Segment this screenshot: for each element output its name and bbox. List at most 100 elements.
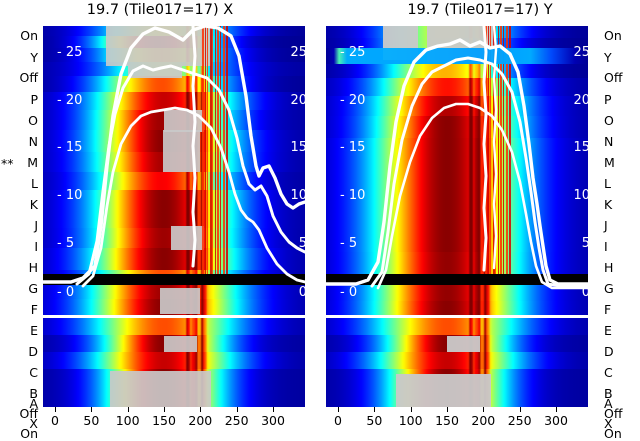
heat-band xyxy=(43,76,305,92)
heat-band xyxy=(43,92,305,110)
x-tick-mark xyxy=(374,407,376,412)
spike-stripe xyxy=(506,26,508,274)
y-category-label-right: M xyxy=(604,155,615,170)
y-tick-label-inner-right: 25 xyxy=(573,45,588,60)
spike-stripe xyxy=(202,26,205,274)
y-category-label-right: E xyxy=(604,323,612,338)
y-category-label-left: L xyxy=(31,176,38,191)
y-tick-label-inner-left: - 25 xyxy=(340,45,366,60)
heat-band xyxy=(326,48,588,64)
y-category-label-left: F xyxy=(30,302,38,317)
x-tick-mark xyxy=(127,407,129,412)
y-category-label-right: O xyxy=(604,113,614,128)
x-tick-label: 300 xyxy=(261,413,285,428)
x-tick-mark xyxy=(556,407,557,412)
y-category-label-left: D xyxy=(28,344,38,359)
y-category-label-right: G xyxy=(604,281,614,296)
black-row-band xyxy=(43,274,305,285)
x-tick-label: 0 xyxy=(334,413,342,428)
y-tick-label-inner-right: 20 xyxy=(573,93,588,108)
heat-band xyxy=(43,172,305,190)
y-category-label-left: H xyxy=(28,260,38,275)
masked-region xyxy=(109,371,212,407)
masked-region xyxy=(396,374,491,407)
black-row-band xyxy=(326,274,588,285)
y-tick-label-inner-right: 5 xyxy=(298,236,305,251)
y-tick-label-inner-right: 20 xyxy=(290,93,305,108)
y-tick-label-inner-left: - 5 xyxy=(340,236,358,251)
y-category-label-right: X xyxy=(604,416,613,431)
spike-stripe xyxy=(225,26,228,274)
overlay-curves xyxy=(326,26,588,290)
y-category-label-left: Off xyxy=(19,70,38,85)
spike-stripe xyxy=(207,26,209,274)
panel-x-title: 19.7 (Tile017=17) X xyxy=(86,2,234,18)
panel-x: 19.7 (Tile017=17) X - 25- 20- 15- 10- 5-… xyxy=(0,0,320,440)
masked-region xyxy=(171,226,204,250)
y-tick-label-inner-right: 10 xyxy=(290,188,305,203)
y-tick-label-inner-right: 0 xyxy=(581,285,588,300)
heat-band xyxy=(43,208,305,228)
y-tick-label-inner-left: - 20 xyxy=(340,93,366,108)
y-category-label-right: A xyxy=(604,396,613,411)
x-tick-label: 150 xyxy=(435,413,459,428)
y-category-label-left: I xyxy=(34,239,38,254)
y-category-label-left: P xyxy=(30,92,38,107)
y-tick-label-inner-left: - 10 xyxy=(57,188,83,203)
y-category-label-right: Y xyxy=(604,50,612,65)
y-category-label-left: X xyxy=(29,416,38,431)
x-tick-label: 200 xyxy=(188,413,213,428)
y-category-label-left: A xyxy=(29,396,38,411)
spike-stripe xyxy=(214,26,216,274)
y-tick-label-inner-right: 0 xyxy=(298,285,305,300)
y-category-label-left: N xyxy=(28,134,38,149)
y-category-label-left: O xyxy=(28,113,38,128)
y-category-label-right: C xyxy=(604,365,613,380)
heatmap-x[interactable]: - 25 - 20 - 15 - 10 - 5 - 0 25 20 15 10 5 0 xyxy=(43,26,305,407)
spike-stripe xyxy=(211,26,214,274)
y-tick-label-inner-right: 15 xyxy=(290,140,305,155)
x-tick-mark xyxy=(91,407,93,412)
x-tick-label: 300 xyxy=(544,413,568,428)
heatmap-y[interactable]: - 25 - 20 - 15 - 10 - 5 - 0 25 20 15 10 5 0 xyxy=(326,26,588,407)
spike-stripe xyxy=(503,26,505,274)
x-tick-label: 50 xyxy=(366,413,383,428)
y-tick-label-inner-right: 25 xyxy=(290,45,305,60)
y-category-label-right: L xyxy=(604,176,611,191)
x-tick-label: 100 xyxy=(398,413,423,428)
x-tick-label: 50 xyxy=(83,413,100,428)
y-tick-label-inner-left: - 10 xyxy=(340,188,366,203)
y-category-label-left: J xyxy=(34,218,38,233)
x-tick-mark xyxy=(447,407,448,412)
heat-band xyxy=(43,270,305,274)
y-tick-label-inner-right: 15 xyxy=(573,140,588,155)
row-separator-line xyxy=(43,315,305,318)
y-category-label-right: I xyxy=(604,239,608,254)
y-category-label-right: N xyxy=(604,134,614,149)
y-category-label-right: Off xyxy=(604,406,623,421)
spike-stripe xyxy=(487,26,489,274)
heat-band xyxy=(326,301,588,315)
overlay-curves xyxy=(43,26,305,288)
panel-y: 19.7 (Tile017=17) Y - 25- 20- 15- 10- 5-… xyxy=(320,0,640,440)
row-separator-line xyxy=(326,315,588,318)
y-tick-label-inner-left: - 20 xyxy=(57,93,83,108)
spike-stripe xyxy=(204,26,206,274)
x-tick-mark xyxy=(273,407,274,412)
heat-band xyxy=(326,352,588,369)
x-tick-label: 150 xyxy=(152,413,176,428)
y-tick-label-inner-left: - 0 xyxy=(340,285,358,300)
heat-band xyxy=(43,248,305,270)
heat-band xyxy=(326,138,588,162)
x-axis-x: 0 50 100 150 200 250 300 xyxy=(43,407,305,437)
x-tick-mark xyxy=(164,407,165,412)
masked-region xyxy=(160,288,201,314)
masked-region xyxy=(127,66,183,78)
y-tick-label-inner-left: - 25 xyxy=(57,45,83,60)
masked-region xyxy=(164,336,197,352)
y-category-label-right: On xyxy=(604,426,622,441)
y-tick-label-inner-right: 5 xyxy=(581,236,588,251)
x-tick-mark xyxy=(483,407,485,412)
spike-stripe xyxy=(499,26,502,274)
